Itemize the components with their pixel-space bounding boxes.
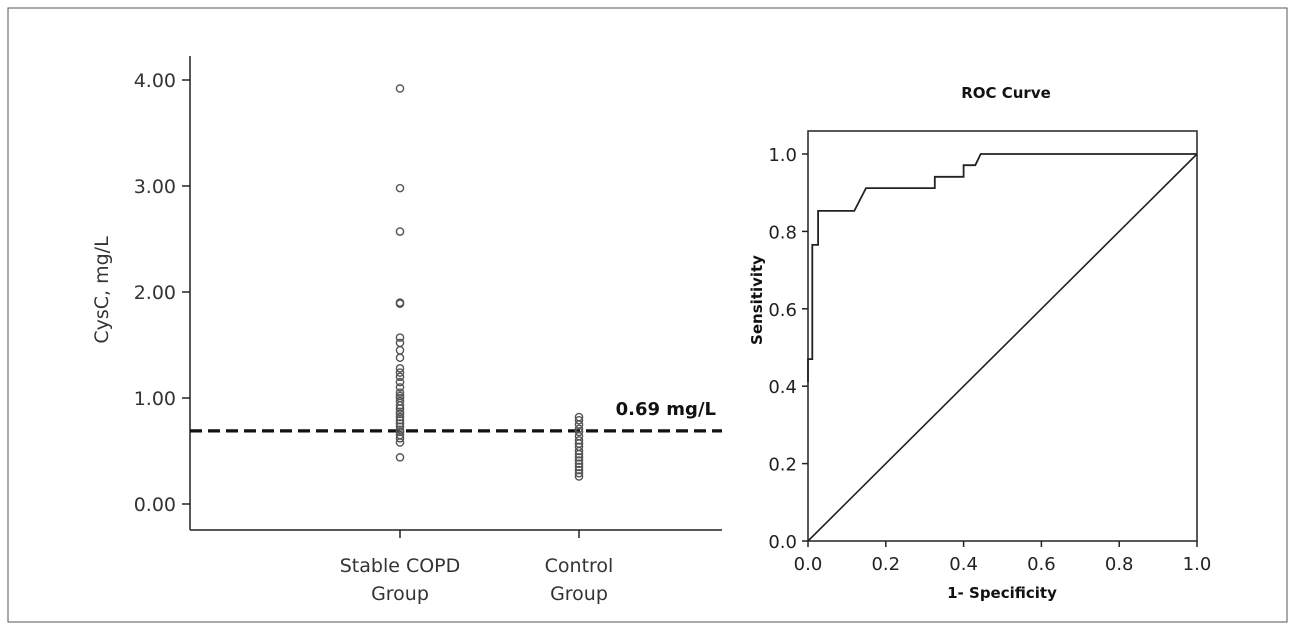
category-label: Group <box>550 583 608 605</box>
data-point <box>574 456 584 465</box>
data-point <box>574 449 584 459</box>
left-y-tick-label: 0.00 <box>134 494 176 516</box>
cutoff-label: 0.69 mg/L <box>616 399 716 420</box>
roc-chart: ROC Curve 0.0 0.2 0.4 0.6 0.8 1.0 0.0 0.2 0.4 0.… <box>748 84 1211 602</box>
roc-y-tick-label: 0.8 <box>768 222 797 243</box>
data-point <box>395 422 405 431</box>
data-point <box>574 436 584 445</box>
data-point <box>395 368 405 377</box>
data-point <box>574 427 584 437</box>
data-point <box>395 453 405 462</box>
data-point <box>395 333 405 342</box>
data-point <box>395 377 405 387</box>
cysc-scatter-chart: 0.00 1.00 2.00 3.00 4.00 Stable COPD Group Con… <box>91 56 722 605</box>
data-point <box>395 415 405 425</box>
data-point <box>574 415 584 425</box>
data-point <box>395 353 405 363</box>
roc-curve <box>807 153 1197 383</box>
data-point <box>395 401 405 410</box>
data-point <box>395 227 405 236</box>
data-point <box>395 364 405 373</box>
roc-x-tick-label: 0.0 <box>794 554 823 575</box>
left-y-tick-label: 2.00 <box>134 282 176 304</box>
data-point <box>395 84 405 93</box>
roc-reference-line <box>807 153 1198 542</box>
data-point <box>574 472 584 481</box>
data-point <box>574 462 584 472</box>
roc-y-tick-label: 1.0 <box>768 145 797 166</box>
data-point <box>395 409 405 419</box>
data-point <box>395 383 405 392</box>
data-point <box>395 412 405 422</box>
roc-x-axis-label: 1- Specificity <box>947 584 1057 602</box>
roc-x-tick-label: 0.4 <box>949 554 978 575</box>
roc-y-tick-label: 0.2 <box>768 455 797 476</box>
left-y-tick-label: 4.00 <box>134 70 176 92</box>
roc-y-axis-label: Sensitivity <box>748 255 766 345</box>
data-point <box>574 465 584 475</box>
data-point <box>574 453 584 462</box>
roc-x-tick-label: 0.2 <box>871 554 900 575</box>
category-label: Control <box>545 555 614 577</box>
left-y-tick-label: 3.00 <box>134 176 176 198</box>
data-point <box>395 338 405 348</box>
data-point <box>395 404 405 413</box>
data-point <box>395 433 405 443</box>
data-point <box>395 183 405 193</box>
roc-x-tick-label: 0.6 <box>1027 554 1056 575</box>
data-point <box>395 438 405 447</box>
roc-title: ROC Curve <box>961 84 1051 102</box>
figure-frame <box>7 7 1288 623</box>
roc-y-tick-label: 0.6 <box>768 300 797 321</box>
roc-x-tick-label: 0.8 <box>1105 554 1134 575</box>
data-point <box>395 299 405 308</box>
roc-plot-area <box>807 130 1198 542</box>
data-point <box>395 372 405 382</box>
left-y-axis-label: CysC, mg/L <box>91 236 113 344</box>
roc-y-tick-label: 0.4 <box>768 377 797 398</box>
category-label: Group <box>371 583 429 605</box>
data-point <box>395 345 405 355</box>
data-point <box>395 388 405 398</box>
data-point <box>395 427 405 437</box>
data-point <box>395 419 405 428</box>
roc-y-tick-label: 0.0 <box>768 532 797 553</box>
data-point <box>574 446 584 456</box>
data-point <box>574 468 584 478</box>
roc-x-tick-label: 1.0 <box>1183 554 1212 575</box>
data-point <box>574 459 584 469</box>
left-y-tick-label: 1.00 <box>134 388 176 410</box>
category-label: Stable COPD <box>340 555 461 577</box>
